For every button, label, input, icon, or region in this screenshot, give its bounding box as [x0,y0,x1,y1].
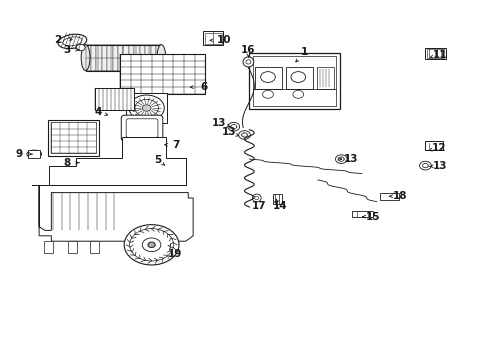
Bar [123,45,129,71]
Bar [150,45,156,71]
Bar [95,88,134,110]
Bar [48,120,99,156]
Bar [28,150,40,158]
Text: 18: 18 [392,191,407,201]
Bar [145,45,150,71]
Text: 5: 5 [154,155,161,165]
Text: 12: 12 [431,143,446,153]
Bar [272,194,281,204]
Text: 13: 13 [343,154,358,164]
Bar [85,45,91,71]
Text: 10: 10 [216,35,231,45]
Text: 16: 16 [241,45,255,55]
Polygon shape [120,54,205,94]
Ellipse shape [254,196,258,200]
Text: 13: 13 [221,127,236,138]
Bar [140,45,145,71]
Ellipse shape [227,122,239,131]
Bar [112,45,118,71]
FancyBboxPatch shape [121,115,163,141]
Ellipse shape [419,161,430,170]
Bar [380,193,398,200]
Ellipse shape [124,225,179,265]
Text: 13: 13 [432,161,447,171]
Bar [316,67,333,89]
Ellipse shape [157,45,165,71]
Bar [68,241,77,253]
Ellipse shape [335,155,346,163]
Ellipse shape [27,150,41,158]
Bar [85,45,161,71]
Bar [90,241,99,253]
Ellipse shape [147,242,155,248]
Ellipse shape [252,194,261,202]
Ellipse shape [241,133,247,137]
Ellipse shape [129,229,173,261]
Ellipse shape [135,99,158,117]
Text: 14: 14 [272,201,286,211]
Ellipse shape [290,72,305,82]
Ellipse shape [81,45,90,71]
Bar [126,93,167,123]
Ellipse shape [142,105,151,111]
Text: 2: 2 [54,35,61,45]
Text: 4: 4 [94,107,102,117]
Text: 11: 11 [432,50,447,60]
Ellipse shape [262,90,273,98]
Text: 1: 1 [300,47,307,57]
Text: 13: 13 [211,118,226,128]
Ellipse shape [260,72,275,82]
Bar [51,122,96,153]
Ellipse shape [230,125,236,129]
Bar [249,53,339,109]
Bar [425,48,445,59]
Bar [285,67,312,89]
Bar [102,45,107,71]
Ellipse shape [338,157,344,161]
Bar [118,45,123,71]
Bar [96,45,102,71]
Bar [203,31,223,45]
Ellipse shape [58,34,86,49]
Ellipse shape [243,57,253,67]
Bar [351,211,372,217]
Bar [427,49,443,58]
Text: 6: 6 [201,82,207,92]
Bar [129,45,134,71]
Ellipse shape [142,238,161,252]
Bar [205,33,221,44]
Text: 8: 8 [63,158,70,168]
Ellipse shape [238,131,250,139]
Bar [425,141,442,150]
Polygon shape [32,137,185,185]
Ellipse shape [245,60,250,64]
Bar [107,45,112,71]
Ellipse shape [292,90,303,98]
Bar [156,45,161,71]
Text: 3: 3 [63,45,70,55]
Bar [44,241,53,253]
Text: 15: 15 [365,212,379,222]
Ellipse shape [422,163,427,168]
Ellipse shape [62,37,82,46]
FancyBboxPatch shape [126,119,158,138]
Bar [255,67,282,89]
Text: 17: 17 [251,201,266,211]
Ellipse shape [129,95,164,121]
Text: 9: 9 [16,149,23,159]
Bar [134,45,140,71]
Text: 19: 19 [167,249,182,259]
Bar [91,45,96,71]
Ellipse shape [76,44,85,51]
Bar [253,56,335,106]
Text: 7: 7 [172,140,180,150]
Polygon shape [39,185,193,241]
